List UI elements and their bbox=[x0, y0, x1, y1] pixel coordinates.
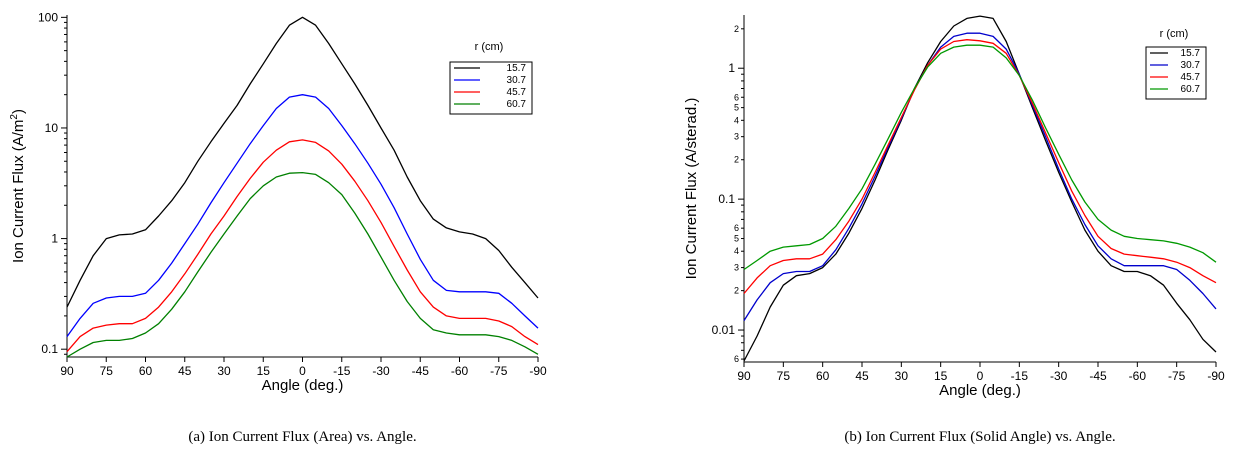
x-tick-label: 75 bbox=[100, 364, 114, 378]
y-tick-label: 100 bbox=[38, 10, 58, 24]
x-tick-label: -30 bbox=[372, 364, 390, 378]
x-tick-label: -15 bbox=[1011, 369, 1029, 383]
legend-box bbox=[449, 61, 533, 115]
y-tick-label: 1 bbox=[51, 232, 58, 246]
y-tick-label: 0.1 bbox=[41, 342, 58, 356]
y-axis-title: Ion Current Flux (A/sterad.) bbox=[683, 98, 700, 280]
legend-title: r (cm) bbox=[1160, 28, 1189, 40]
legend-label-60.7: 60.7 bbox=[1181, 84, 1201, 95]
series-line-60.7 bbox=[66, 171, 539, 358]
x-tick-label: 45 bbox=[855, 369, 869, 383]
x-tick-label: -30 bbox=[1050, 369, 1068, 383]
y-minor-tick-label: 6 bbox=[734, 223, 739, 233]
series-line-30.7 bbox=[66, 94, 539, 337]
chart-b: 90 75 60 45 30 15 0 -15 -30 -45 -60 -75 -900.010.116… bbox=[683, 15, 1225, 445]
y-minor-tick-label: 3 bbox=[734, 132, 739, 142]
legend-label-15.7: 15.7 bbox=[1181, 48, 1201, 59]
y-axis-title: Ion Current Flux (A/m2) bbox=[9, 109, 27, 263]
y-minor-tick-label: 2 bbox=[734, 286, 739, 296]
y-minor-tick-label: 6 bbox=[734, 92, 739, 102]
x-tick-label: -90 bbox=[529, 364, 547, 378]
legend-label-60.7: 60.7 bbox=[507, 99, 527, 110]
y-axis-title-main: Ion Current Flux (A/m bbox=[10, 120, 27, 263]
x-axis-title: Angle (deg.) bbox=[262, 377, 344, 394]
series-line-45.7 bbox=[743, 39, 1217, 294]
series-line-15.7 bbox=[66, 16, 539, 308]
x-tick-label: 15 bbox=[257, 364, 271, 378]
series-line-60.7 bbox=[743, 44, 1217, 271]
figure-caption: (b) Ion Current Flux (Solid Angle) vs. A… bbox=[844, 429, 1115, 445]
x-tick-label: -15 bbox=[333, 364, 351, 378]
x-tick-label: 30 bbox=[895, 369, 909, 383]
legend-label-30.7: 30.7 bbox=[1181, 60, 1201, 71]
x-tick-label: 90 bbox=[60, 364, 74, 378]
x-tick-label: -60 bbox=[451, 364, 469, 378]
y-minor-tick-label: 2 bbox=[734, 155, 739, 165]
x-tick-label: -75 bbox=[1168, 369, 1186, 383]
y-tick-label: 1 bbox=[728, 61, 735, 75]
y-minor-tick-label: 5 bbox=[734, 234, 739, 244]
legend-label-15.7: 15.7 bbox=[507, 63, 527, 74]
x-tick-label: -90 bbox=[1207, 369, 1225, 383]
series-line-45.7 bbox=[66, 139, 539, 353]
x-tick-label: 0 bbox=[977, 369, 984, 383]
y-axis-title-tail: ) bbox=[10, 109, 27, 114]
x-tick-label: -45 bbox=[412, 364, 430, 378]
x-axis-title: Angle (deg.) bbox=[939, 382, 1021, 399]
legend-title: r (cm) bbox=[475, 41, 504, 53]
x-tick-label: -45 bbox=[1089, 369, 1107, 383]
series-line-30.7 bbox=[743, 32, 1217, 321]
x-tick-label: 60 bbox=[816, 369, 830, 383]
x-tick-label: 15 bbox=[934, 369, 948, 383]
y-minor-tick-label: 4 bbox=[734, 246, 739, 256]
y-tick-label: 0.01 bbox=[712, 323, 736, 337]
y-minor-tick-label: 5 bbox=[734, 103, 739, 113]
y-axis-title-superscript: 2 bbox=[9, 114, 20, 120]
legend-label-45.7: 45.7 bbox=[1181, 72, 1201, 83]
x-tick-label: -75 bbox=[490, 364, 508, 378]
legend-label-45.7: 45.7 bbox=[507, 87, 527, 98]
x-tick-label: 0 bbox=[299, 364, 306, 378]
x-tick-label: -60 bbox=[1129, 369, 1147, 383]
x-tick-label: 60 bbox=[139, 364, 153, 378]
x-tick-label: 75 bbox=[777, 369, 791, 383]
legend-box bbox=[1145, 46, 1207, 100]
x-tick-label: 30 bbox=[217, 364, 231, 378]
figure-caption: (a) Ion Current Flux (Area) vs. Angle. bbox=[188, 429, 416, 445]
chart-a: 90 75 60 45 30 15 0 -15 -30 -45 -60 -75 -90 0.1 1 10 100… bbox=[9, 10, 547, 445]
y-minor-tick-label: 2 bbox=[734, 24, 739, 34]
y-minor-tick-label: 4 bbox=[734, 115, 739, 125]
y-minor-tick-label: 3 bbox=[734, 263, 739, 273]
x-tick-label: 45 bbox=[178, 364, 192, 378]
y-minor-tick-label: 6 bbox=[734, 354, 739, 364]
y-tick-label: 10 bbox=[45, 121, 59, 135]
y-tick-label: 0.1 bbox=[718, 192, 735, 206]
series-line-15.7 bbox=[743, 15, 1217, 362]
legend-label-30.7: 30.7 bbox=[507, 75, 527, 86]
x-tick-label: 90 bbox=[737, 369, 751, 383]
